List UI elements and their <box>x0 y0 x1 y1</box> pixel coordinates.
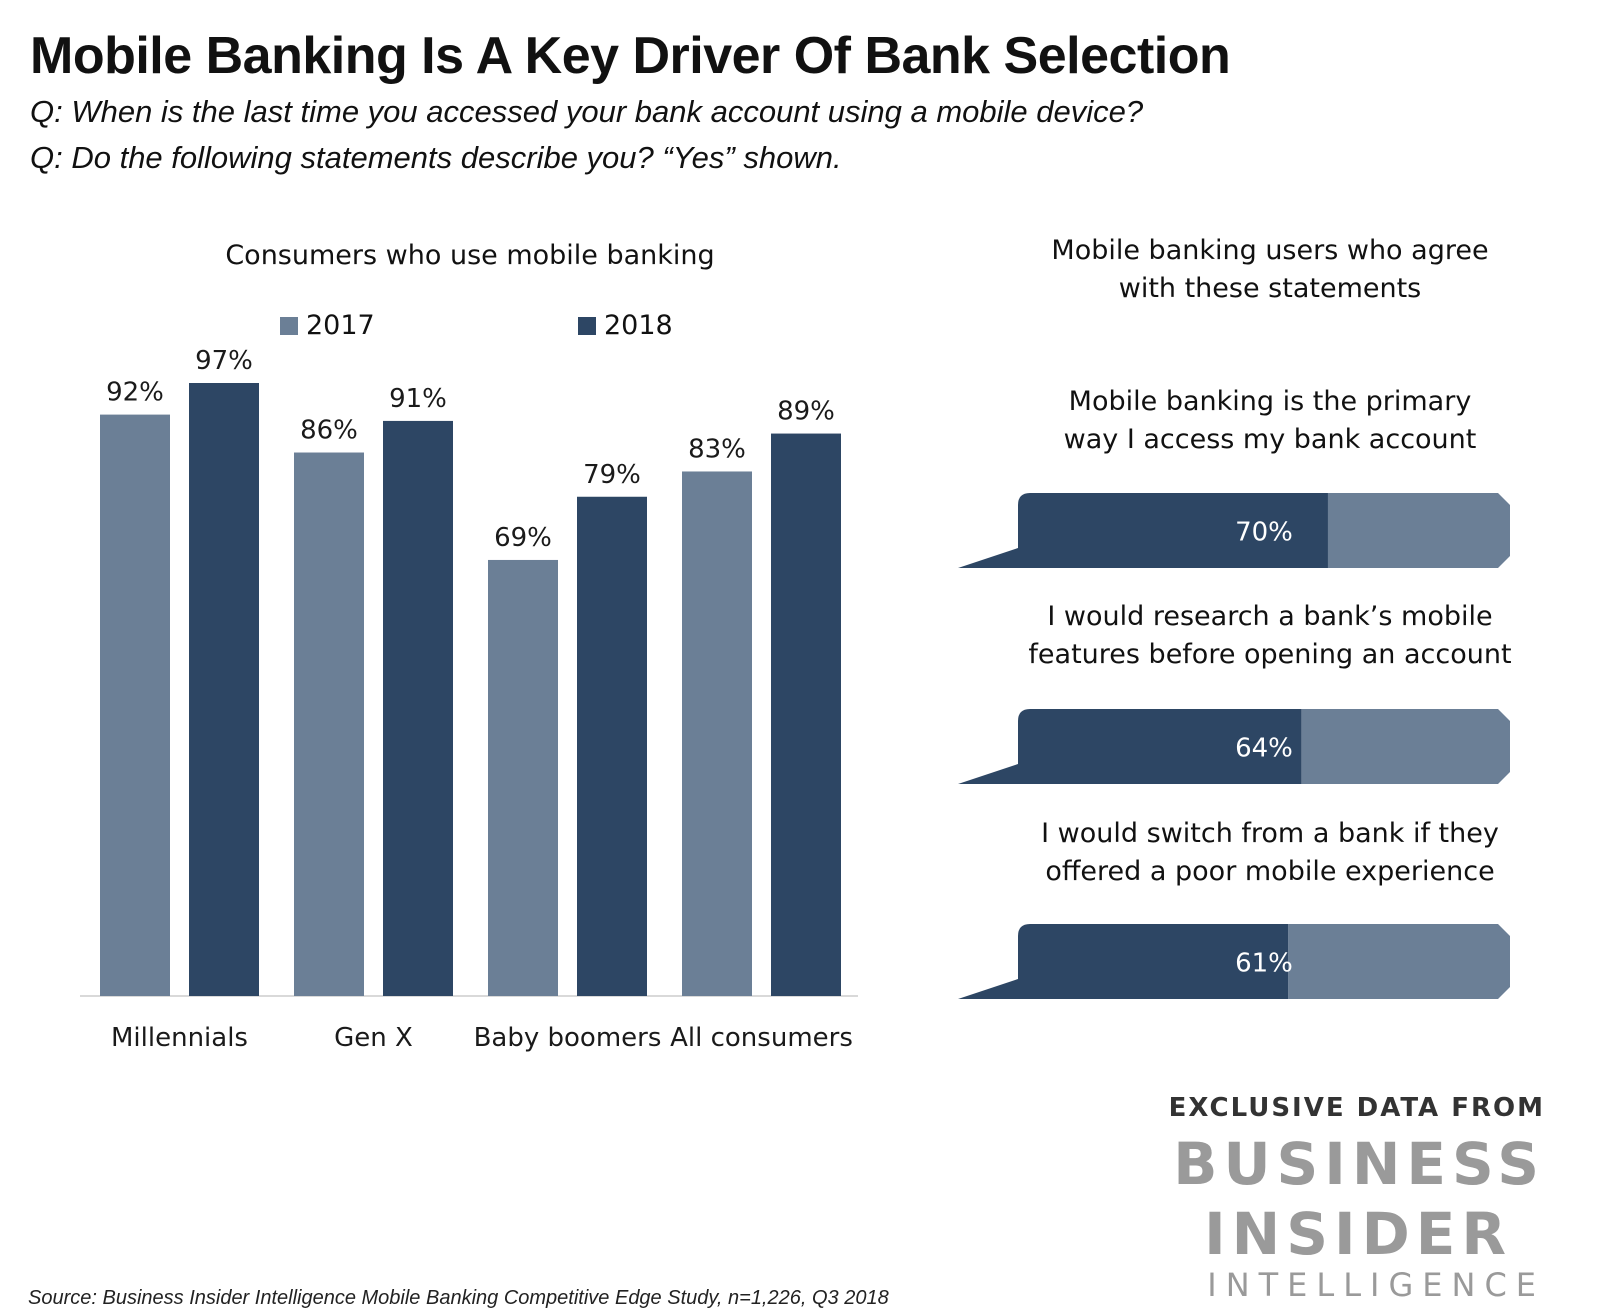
statement-2-line-2: features before opening an account <box>1028 639 1512 670</box>
statement-bar-remainder <box>1327 493 1510 568</box>
bar-value-label: 86% <box>300 416 358 446</box>
panel-title-line-1: Mobile banking users who agree <box>1051 235 1489 266</box>
statement-3-line-1: I would switch from a bank if they <box>1041 818 1499 849</box>
legend-label-2017: 2017 <box>306 310 375 341</box>
bar-value-label: 97% <box>195 346 253 376</box>
subtitle-question-1: Q: When is the last time you accessed yo… <box>30 94 1144 129</box>
legend-label-2018: 2018 <box>604 310 673 341</box>
page-title: Mobile Banking Is A Key Driver Of Bank S… <box>30 27 1231 85</box>
statement-1-line-1: Mobile banking is the primary <box>1068 386 1472 417</box>
bar-value-label: 92% <box>106 378 164 408</box>
statement-3-line-2: offered a poor mobile experience <box>1045 856 1495 887</box>
brand-logo-insider: INSIDER <box>1204 1200 1512 1268</box>
bar-value-label: 79% <box>583 460 641 490</box>
statement-bar-fill <box>958 493 1328 568</box>
bar-2017-1 <box>294 452 364 996</box>
panel-title-line-2: with these statements <box>1118 273 1422 304</box>
statement-2: I would research a bank’s mobile feature… <box>1000 598 1540 674</box>
bar-2018-2 <box>577 496 647 996</box>
category-label: All consumers <box>670 1023 853 1053</box>
category-label: Gen X <box>334 1023 413 1053</box>
legend-swatch-2017 <box>280 316 298 335</box>
panel-title: Mobile banking users who agree with thes… <box>1020 232 1520 308</box>
bar-value-label: 89% <box>777 397 835 427</box>
statement-2-line-1: I would research a bank’s mobile <box>1047 601 1493 632</box>
bar-2018-0 <box>189 383 259 996</box>
bar-2017-2 <box>488 559 558 996</box>
bar-value-label: 83% <box>688 434 746 464</box>
statement-3: I would switch from a bank if they offer… <box>1000 815 1540 891</box>
brand-logo-intelligence: INTELLIGENCE <box>1207 1266 1545 1304</box>
statement-value-label: 61% <box>1235 949 1293 979</box>
bar-chart-title: Consumers who use mobile banking <box>225 240 715 271</box>
source-note: Source: Business Insider Intelligence Mo… <box>28 1287 889 1309</box>
legend-item-2018: 2018 <box>578 310 673 341</box>
legend-item-2017: 2017 <box>280 310 375 341</box>
legend-swatch-2018 <box>578 316 596 335</box>
bar-value-label: 69% <box>494 523 552 553</box>
statement-value-label: 64% <box>1235 734 1293 764</box>
statement-1-line-2: way I access my bank account <box>1063 424 1477 455</box>
category-label: Baby boomers <box>474 1023 662 1053</box>
brand-logo-business: BUSINESS <box>1173 1130 1545 1198</box>
statement-bar-fill <box>958 709 1302 784</box>
bar-2018-1 <box>383 420 453 997</box>
statement-value-label: 70% <box>1235 518 1293 548</box>
statement-bar-fill <box>958 924 1289 999</box>
bar-2018-3 <box>771 433 841 996</box>
category-label: Millennials <box>111 1023 248 1053</box>
statement-bar-remainder <box>1301 709 1510 784</box>
statement-bar-remainder <box>1288 924 1510 999</box>
bar-value-label: 91% <box>389 384 447 414</box>
bar-2017-0 <box>100 414 170 997</box>
bar-chart: 92% 97% Millennials 86% 91% Gen X 69% 79% Baby b… <box>80 346 858 1053</box>
brand-exclusive-line: EXCLUSIVE DATA FROM <box>1168 1093 1545 1123</box>
statement-1: Mobile banking is the primary way I acce… <box>1000 383 1540 459</box>
subtitle-question-2: Q: Do the following statements describe … <box>30 140 842 175</box>
bar-2017-3 <box>682 471 752 996</box>
